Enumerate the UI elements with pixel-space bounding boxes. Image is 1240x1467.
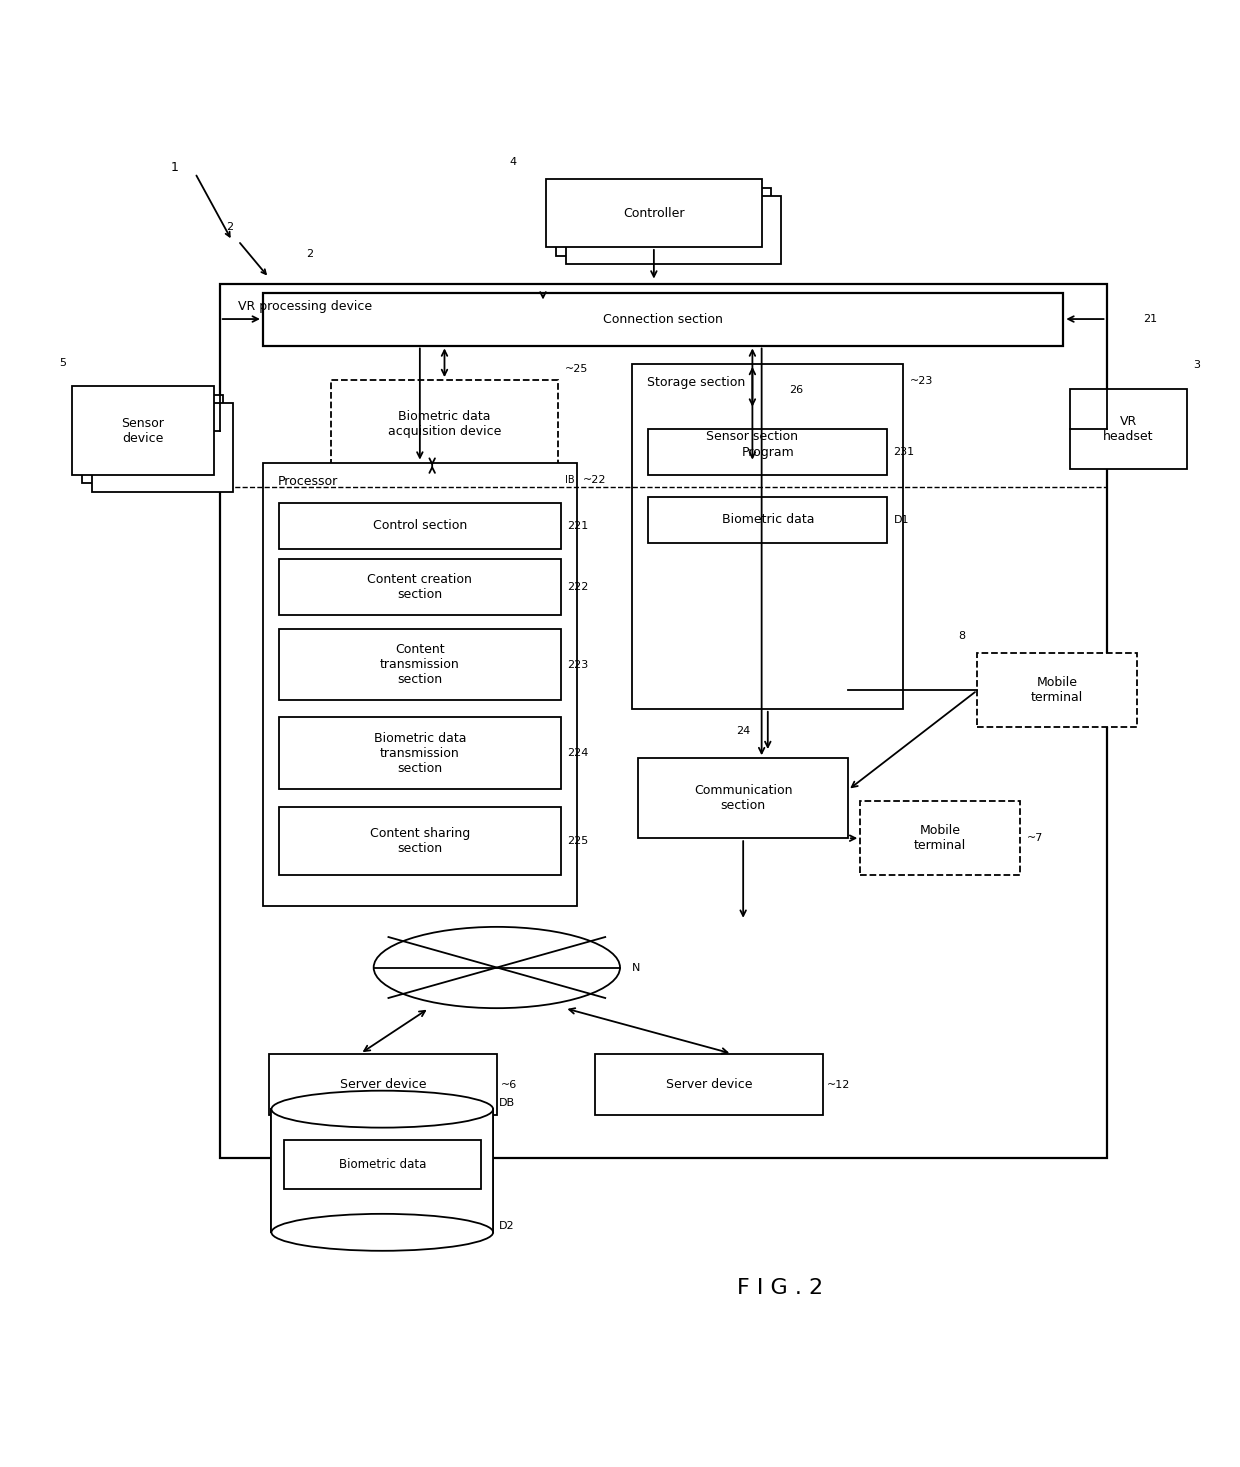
Bar xyxy=(263,292,1064,346)
Text: D2: D2 xyxy=(500,1221,515,1231)
Bar xyxy=(272,1109,494,1232)
Text: Biometric data: Biometric data xyxy=(339,1157,427,1171)
Bar xyxy=(977,653,1137,728)
Text: 26: 26 xyxy=(790,384,804,395)
Text: 2: 2 xyxy=(306,249,312,260)
Text: Content sharing
section: Content sharing section xyxy=(370,827,470,855)
Text: 221: 221 xyxy=(567,521,588,531)
Text: 223: 223 xyxy=(567,660,588,669)
Bar xyxy=(263,462,577,907)
Text: 3: 3 xyxy=(1193,361,1200,370)
Ellipse shape xyxy=(373,927,620,1008)
Bar xyxy=(1070,389,1187,468)
Text: N: N xyxy=(632,962,641,973)
Text: Sensor
device: Sensor device xyxy=(122,417,164,445)
Text: 225: 225 xyxy=(567,836,588,846)
Text: Program: Program xyxy=(742,446,794,459)
Bar xyxy=(269,1053,497,1115)
Text: ~6: ~6 xyxy=(501,1080,517,1090)
Bar xyxy=(279,559,560,615)
Bar xyxy=(82,395,223,484)
Text: VR
headset: VR headset xyxy=(1102,415,1153,443)
Text: 24: 24 xyxy=(737,726,750,736)
Text: ~25: ~25 xyxy=(564,364,588,374)
Bar xyxy=(649,430,888,475)
Bar xyxy=(861,801,1021,876)
Bar xyxy=(279,629,560,700)
Text: ~12: ~12 xyxy=(827,1080,851,1090)
Bar xyxy=(595,1053,823,1115)
Text: VR processing device: VR processing device xyxy=(238,299,372,312)
Bar xyxy=(279,503,560,549)
Bar xyxy=(279,717,560,789)
Text: Biometric data
transmission
section: Biometric data transmission section xyxy=(373,732,466,775)
Bar xyxy=(639,758,848,838)
Bar xyxy=(92,403,233,491)
Bar xyxy=(649,497,888,543)
Ellipse shape xyxy=(272,1090,494,1128)
Text: 231: 231 xyxy=(894,447,915,458)
Bar xyxy=(72,386,213,475)
Text: 224: 224 xyxy=(567,748,589,758)
Text: 2: 2 xyxy=(226,222,233,232)
Text: Connection section: Connection section xyxy=(603,312,723,326)
Text: Server device: Server device xyxy=(340,1078,427,1091)
Text: Controller: Controller xyxy=(624,207,684,220)
Bar xyxy=(556,188,771,255)
Bar xyxy=(284,1140,481,1190)
Text: 1: 1 xyxy=(170,161,179,173)
Text: ~7: ~7 xyxy=(1027,833,1043,844)
Text: Biometric data: Biometric data xyxy=(722,513,813,527)
Bar xyxy=(546,179,761,246)
Text: D1: D1 xyxy=(894,515,909,525)
Text: Processor: Processor xyxy=(278,475,337,489)
Text: Control section: Control section xyxy=(373,519,467,533)
Text: Biometric data
acquisition device: Biometric data acquisition device xyxy=(388,411,501,439)
Bar xyxy=(651,409,854,462)
Text: Mobile
terminal: Mobile terminal xyxy=(914,824,966,852)
Text: F I G . 2: F I G . 2 xyxy=(737,1278,823,1298)
Bar xyxy=(219,285,1106,1159)
Text: IB: IB xyxy=(564,475,574,486)
Text: 5: 5 xyxy=(60,358,67,368)
Text: 8: 8 xyxy=(959,631,966,641)
Bar xyxy=(632,364,903,709)
Bar xyxy=(565,197,781,264)
Text: Content
transmission
section: Content transmission section xyxy=(379,643,460,687)
Text: Content creation
section: Content creation section xyxy=(367,574,472,601)
Text: Sensor section: Sensor section xyxy=(707,430,799,443)
Text: ~23: ~23 xyxy=(909,377,932,386)
Text: Server device: Server device xyxy=(666,1078,753,1091)
Bar xyxy=(279,807,560,876)
Text: 4: 4 xyxy=(510,157,516,167)
Text: 21: 21 xyxy=(1143,314,1158,324)
Text: Communication
section: Communication section xyxy=(694,785,792,813)
Text: ~22: ~22 xyxy=(583,475,606,486)
Text: Mobile
terminal: Mobile terminal xyxy=(1032,676,1084,704)
Text: 222: 222 xyxy=(567,582,589,591)
Text: DB: DB xyxy=(500,1097,516,1108)
Ellipse shape xyxy=(272,1213,494,1251)
Bar xyxy=(331,380,558,468)
Text: Storage section: Storage section xyxy=(647,377,745,389)
